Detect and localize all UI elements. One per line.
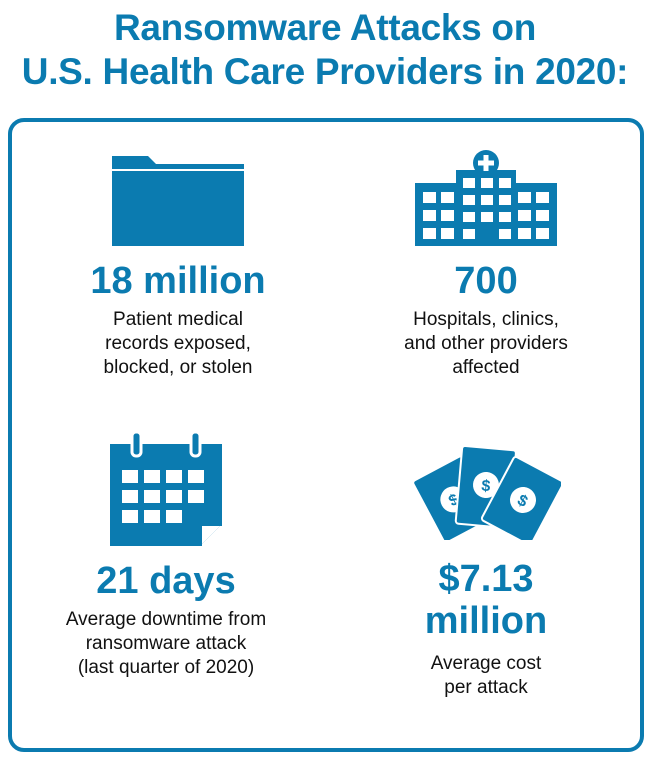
description-line: per attack bbox=[444, 677, 528, 698]
money-icon: $ $ $ bbox=[412, 445, 561, 540]
description-line: Average downtime from bbox=[65, 609, 267, 630]
stat-value: 700 bbox=[454, 260, 518, 302]
description-line: (last quarter of 2020) bbox=[77, 657, 255, 678]
stat-description: Patient medical records exposed, blocked, … bbox=[28, 308, 328, 380]
stat-downtime: 21 days Average downtime from ransomware … bbox=[16, 430, 316, 680]
description-line: records exposed, bbox=[105, 333, 251, 354]
stat-records: 18 million Patient medical records expose… bbox=[28, 148, 328, 380]
folder-icon bbox=[112, 156, 244, 246]
description-line: and other providers bbox=[404, 333, 568, 354]
description-line: blocked, or stolen bbox=[103, 357, 253, 378]
stat-value: million bbox=[424, 600, 548, 642]
stat-description: Average downtime from ransomware attack (l… bbox=[16, 608, 316, 680]
stat-cost: $ $ $ $7.13 million Average cost per atta… bbox=[336, 440, 636, 700]
hospital-icon bbox=[415, 150, 557, 246]
stat-description: Hospitals, clinics, and other providers af… bbox=[336, 308, 636, 380]
description-line: Hospitals, clinics, bbox=[413, 309, 559, 330]
description-line: Patient medical bbox=[113, 309, 243, 330]
calendar-icon bbox=[110, 430, 222, 546]
stat-description: Average cost per attack bbox=[336, 652, 636, 700]
description-line: Average cost bbox=[430, 653, 542, 674]
svg-text:$: $ bbox=[481, 478, 491, 496]
stats-frame bbox=[8, 118, 644, 752]
page-title: Ransomware Attacks on U.S. Health Care P… bbox=[21, 7, 629, 92]
stat-value: 18 million bbox=[90, 260, 266, 302]
stat-providers: 700 Hospitals, clinics, and other provide… bbox=[336, 148, 636, 380]
stat-value: 21 days bbox=[96, 560, 236, 602]
description-line: affected bbox=[452, 357, 520, 378]
description-line: ransomware attack bbox=[85, 633, 247, 654]
stat-value: $7.13 bbox=[438, 558, 534, 600]
